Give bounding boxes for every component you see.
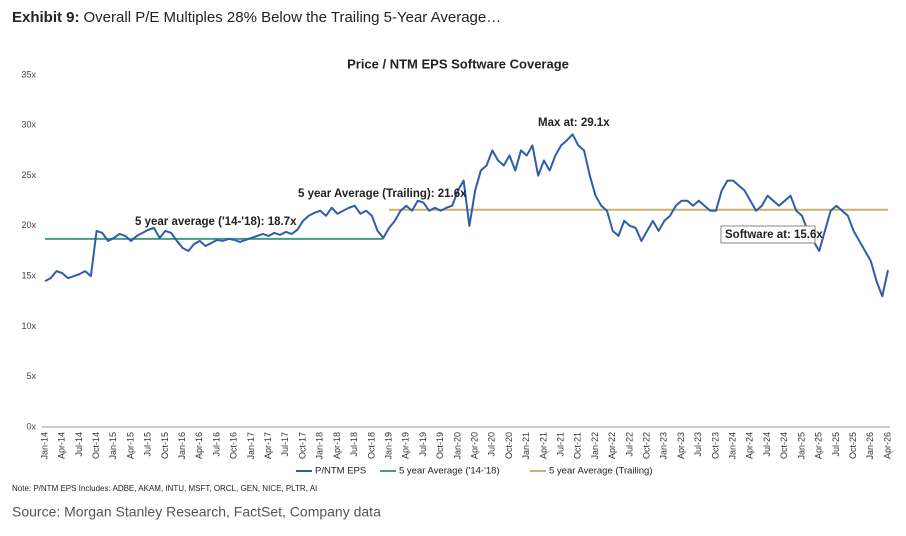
note: Note: P/NTM EPS Includes: ADBE, AKAM, IN…	[12, 484, 317, 493]
y-tick-label: 10x	[21, 321, 36, 331]
x-tick-label: Apr-22	[607, 432, 617, 459]
y-tick-label: 35x	[21, 69, 36, 79]
x-tick-label: Apr-17	[263, 432, 273, 459]
x-tick-label: Apr-16	[194, 432, 204, 459]
chart-title: Price / NTM EPS Software Coverage	[347, 56, 569, 71]
x-tick-label: Jan-22	[590, 432, 600, 460]
x-tick-label: Jan-23	[659, 432, 669, 460]
x-tick-label: Apr-19	[401, 432, 411, 459]
x-tick-label: Jan-17	[246, 432, 256, 460]
annotation-box	[720, 225, 816, 244]
x-tick-label: Jan-14	[39, 432, 49, 460]
x-tick-label: Jan-24	[728, 432, 738, 460]
x-tick-label: Jan-16	[177, 432, 187, 460]
x-tick-label: Jul-18	[349, 432, 359, 457]
headline: Exhibit 9: Overall P/E Multiples 28% Belo…	[12, 9, 501, 26]
legend-label: 5 year Average ('14-'18)	[399, 466, 500, 477]
x-tick-label: Oct-25	[848, 432, 858, 459]
annotation: 5 year average ('14-'18): 18.7x	[135, 216, 297, 228]
source: Source: Morgan Stanley Research, FactSet…	[12, 504, 381, 520]
x-tick-label: Jan-18	[315, 432, 325, 460]
x-tick-label: Jul-22	[624, 432, 634, 457]
legend-label: 5 year Average (Trailing)	[549, 466, 653, 477]
x-tick-label: Jul-21	[555, 432, 565, 457]
x-tick-label: Oct-14	[91, 432, 101, 459]
x-tick-label: Jul-20	[487, 432, 497, 457]
x-tick-label: Jan-20	[452, 432, 462, 460]
exhibit-title: Overall P/E Multiples 28% Below the Trai…	[84, 9, 502, 26]
x-tick-label: Jul-15	[143, 432, 153, 457]
x-tick-label: Jan-21	[521, 432, 531, 460]
x-tick-label: Jul-25	[831, 432, 841, 457]
y-tick-label: 25x	[21, 170, 36, 180]
x-tick-label: Apr-18	[332, 432, 342, 459]
x-tick-label: Jul-23	[693, 432, 703, 457]
exhibit-label: Exhibit 9:	[12, 9, 80, 26]
x-tick-label: Jul-14	[74, 432, 84, 457]
x-tick-label: Jan-26	[865, 432, 875, 460]
x-tick-label: Jul-17	[280, 432, 290, 457]
x-tick-label: Jul-19	[418, 432, 428, 457]
x-tick-label: Oct-24	[779, 432, 789, 459]
y-tick-label: 5x	[26, 371, 36, 381]
y-tick-label: 30x	[21, 120, 36, 130]
x-tick-label: Oct-21	[573, 432, 583, 459]
x-tick-label: Oct-20	[504, 432, 514, 459]
x-tick-label: Oct-18	[366, 432, 376, 459]
y-tick-label: 20x	[21, 220, 36, 230]
x-tick-label: Apr-21	[538, 432, 548, 459]
annotation: Max at: 29.1x	[538, 117, 610, 129]
annotation: 5 year Average (Trailing): 21.6x	[298, 188, 467, 200]
x-tick-label: Oct-17	[297, 432, 307, 459]
x-tick-label: Apr-23	[676, 432, 686, 459]
x-tick-label: Apr-25	[814, 432, 824, 459]
x-tick-label: Oct-23	[710, 432, 720, 459]
x-tick-label: Oct-22	[642, 432, 652, 459]
x-tick-label: Oct-16	[229, 432, 239, 459]
x-tick-label: Apr-15	[125, 432, 135, 459]
y-tick-label: 0x	[26, 421, 36, 431]
x-tick-label: Apr-20	[469, 432, 479, 459]
x-tick-label: Apr-14	[57, 432, 67, 459]
x-tick-label: Apr-26	[882, 432, 892, 459]
y-tick-label: 15x	[21, 271, 36, 281]
x-tick-label: Jul-24	[762, 432, 772, 457]
x-tick-label: Jan-25	[796, 432, 806, 460]
x-tick-label: Jan-19	[383, 432, 393, 460]
x-tick-label: Oct-15	[160, 432, 170, 459]
annotation: Software at: 15.6x	[725, 229, 823, 241]
x-tick-label: Oct-19	[435, 432, 445, 459]
legend-label: P/NTM EPS	[315, 466, 366, 477]
x-tick-label: Jan-15	[108, 432, 118, 460]
x-tick-label: Apr-24	[745, 432, 755, 459]
x-tick-label: Jul-16	[211, 432, 221, 457]
plot: 0x 5x 10x 15x 20x 25x 30x 35x Jan-14 Apr-14 Jul-14…	[21, 69, 892, 476]
series-line	[44, 133, 889, 298]
